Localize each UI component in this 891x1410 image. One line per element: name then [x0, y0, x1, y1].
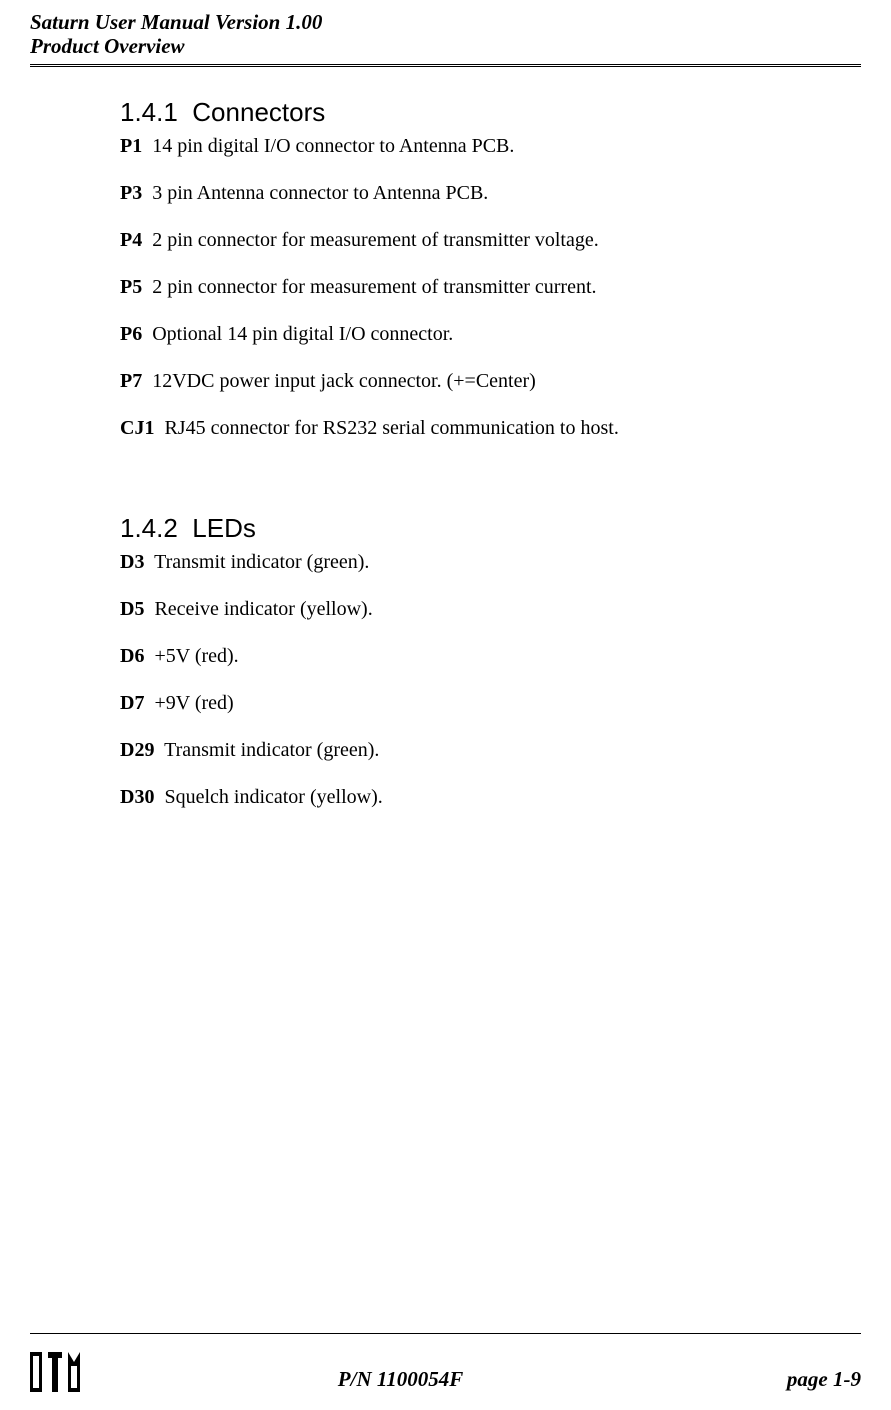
section-gap — [120, 463, 801, 513]
section-heading-leds: 1.4.2 LEDs — [120, 513, 801, 544]
led-desc: +9V (red) — [154, 692, 233, 714]
led-entry: D3 Transmit indicator (green). — [120, 550, 801, 575]
content: 1.4.1 Connectors P1 14 pin digital I/O c… — [30, 67, 861, 810]
doc-title-line2: Product Overview — [30, 34, 861, 58]
connector-desc: 2 pin connector for measurement of trans… — [152, 276, 596, 298]
connector-desc: 2 pin connector for measurement of trans… — [152, 229, 599, 251]
footer: P/N 1100054F page 1-9 — [30, 1333, 861, 1392]
led-desc: Squelch indicator (yellow). — [164, 786, 382, 808]
led-entry: D6 +5V (red). — [120, 644, 801, 669]
led-desc: Transmit indicator (green). — [164, 739, 379, 761]
led-entry: D5 Receive indicator (yellow). — [120, 597, 801, 622]
connector-ref: P1 — [120, 135, 142, 157]
led-desc: Transmit indicator (green). — [154, 551, 369, 573]
connector-desc: Optional 14 pin digital I/O connector. — [152, 323, 453, 345]
connector-entry: P6 Optional 14 pin digital I/O connector… — [120, 322, 801, 347]
led-ref: D3 — [120, 551, 144, 573]
connector-ref: P5 — [120, 276, 142, 298]
led-desc: +5V (red). — [154, 645, 238, 667]
section-heading-connectors: 1.4.1 Connectors — [120, 97, 801, 128]
footer-part-number: P/N 1100054F — [80, 1367, 721, 1392]
section-number: 1.4.2 — [120, 513, 178, 543]
led-entry: D30 Squelch indicator (yellow). — [120, 785, 801, 810]
connector-entry: P3 3 pin Antenna connector to Antenna PC… — [120, 181, 801, 206]
led-ref: D30 — [120, 786, 154, 808]
connector-entry: P7 12VDC power input jack connector. (+=… — [120, 369, 801, 394]
connector-desc: 14 pin digital I/O connector to Antenna … — [152, 135, 514, 157]
connector-desc: 12VDC power input jack connector. (+=Cen… — [152, 370, 536, 392]
connector-ref: P3 — [120, 182, 142, 204]
section-title: LEDs — [192, 513, 256, 543]
page: Saturn User Manual Version 1.00 Product … — [0, 0, 891, 1410]
connector-desc: RJ45 connector for RS232 serial communic… — [164, 417, 618, 439]
led-ref: D29 — [120, 739, 154, 761]
led-desc: Receive indicator (yellow). — [154, 598, 372, 620]
led-ref: D5 — [120, 598, 144, 620]
led-ref: D6 — [120, 645, 144, 667]
doc-title-line1: Saturn User Manual Version 1.00 — [30, 10, 861, 34]
connector-entry: P4 2 pin connector for measurement of tr… — [120, 228, 801, 253]
connector-ref: P7 — [120, 370, 142, 392]
led-ref: D7 — [120, 692, 144, 714]
connector-entry: CJ1 RJ45 connector for RS232 serial comm… — [120, 416, 801, 441]
connector-ref: P4 — [120, 229, 142, 251]
section-title: Connectors — [192, 97, 325, 127]
footer-logo-icon — [30, 1352, 80, 1392]
connector-entry: P5 2 pin connector for measurement of tr… — [120, 275, 801, 300]
led-entry: D7 +9V (red) — [120, 691, 801, 716]
led-entry: D29 Transmit indicator (green). — [120, 738, 801, 763]
section-number: 1.4.1 — [120, 97, 178, 127]
connector-ref: CJ1 — [120, 417, 154, 439]
connector-desc: 3 pin Antenna connector to Antenna PCB. — [152, 182, 488, 204]
connector-entry: P1 14 pin digital I/O connector to Anten… — [120, 134, 801, 159]
connector-ref: P6 — [120, 323, 142, 345]
footer-page-number: page 1-9 — [721, 1367, 861, 1392]
footer-row: P/N 1100054F page 1-9 — [30, 1334, 861, 1392]
